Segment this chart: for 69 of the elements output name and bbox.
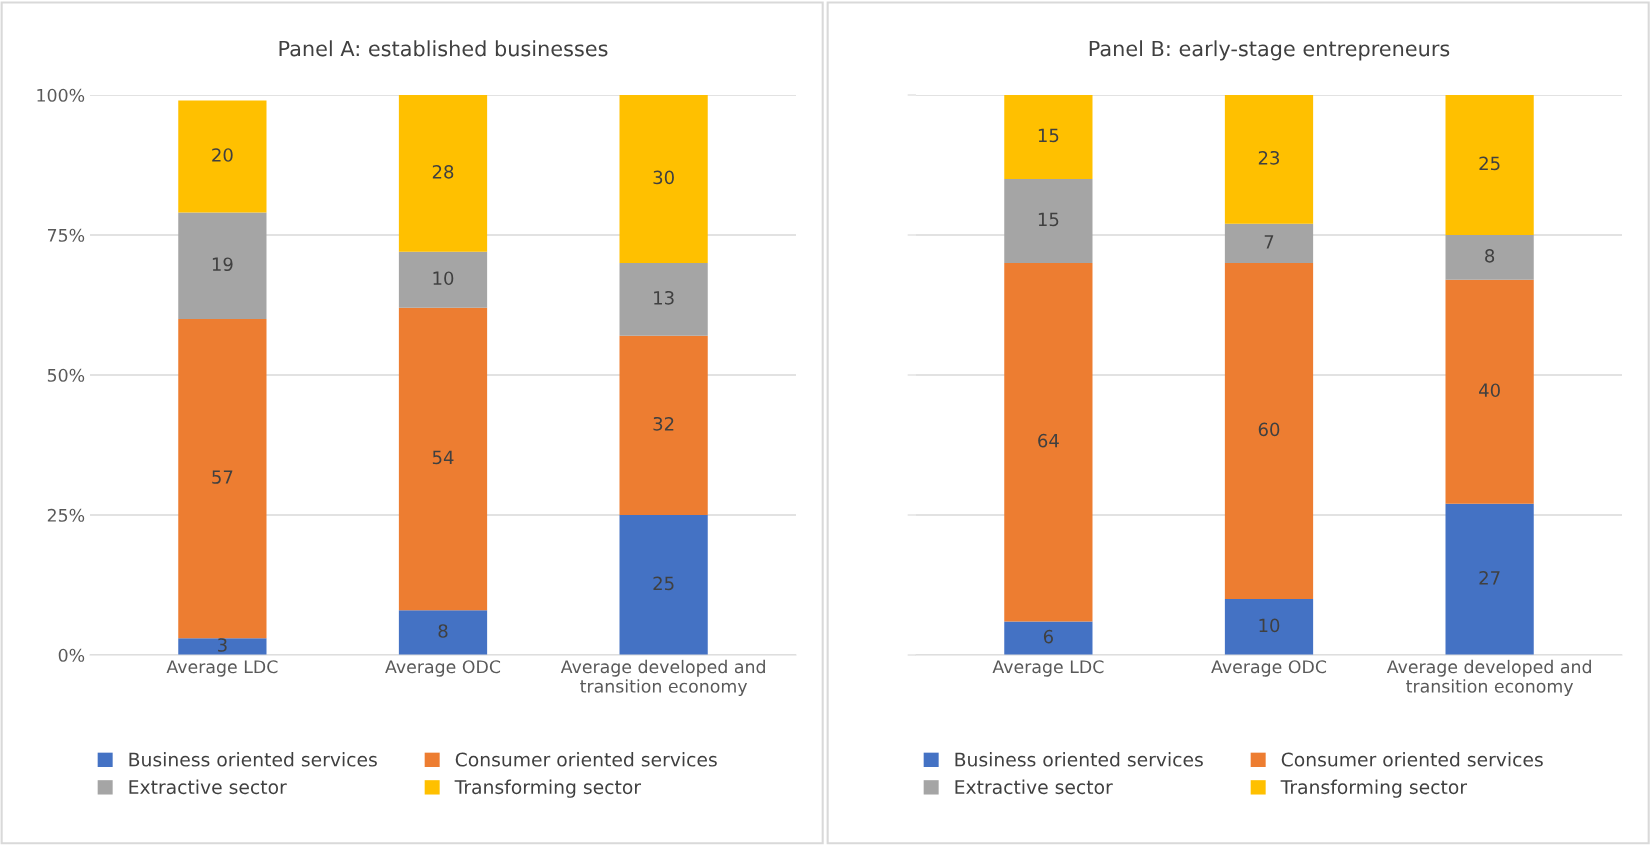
data-label: 23 <box>1258 150 1280 165</box>
legend-label: Consumer oriented services <box>455 752 717 767</box>
bar <box>398 307 488 611</box>
bar <box>1224 263 1314 599</box>
y-tick-label: 25% <box>47 508 85 522</box>
legend-label: Transforming sector <box>454 779 642 798</box>
x-tick-label: Average developed and transition economy <box>560 659 765 697</box>
bar <box>178 319 267 639</box>
chart-title: Panel A: established businesses <box>279 40 608 57</box>
data-label: 8 <box>438 624 448 638</box>
bar <box>178 100 267 213</box>
bar <box>1004 621 1093 655</box>
bar <box>1445 279 1534 504</box>
chart-title: Panel B: early-stage entrepreneurs <box>1089 40 1450 61</box>
x-tick-label: Average ODC <box>1211 660 1327 677</box>
x-tick-label: Average ODC <box>385 660 501 677</box>
bar <box>1445 235 1534 280</box>
data-label: 32 <box>653 416 674 431</box>
legend-label: Business oriented services <box>955 752 1203 767</box>
y-tick-label: 100% <box>37 88 85 102</box>
legend-label: Consumer oriented services <box>1281 752 1543 767</box>
data-label: 15 <box>1038 212 1059 227</box>
bar <box>619 335 708 515</box>
x-tick-label: Average LDC <box>166 660 278 677</box>
data-label: 13 <box>654 290 674 305</box>
data-label: 54 <box>432 450 454 465</box>
data-label: 8 <box>1485 248 1495 263</box>
bar <box>1004 95 1093 179</box>
bar <box>619 263 708 336</box>
x-tick-label: Average LDC <box>992 660 1104 677</box>
bar <box>178 212 267 319</box>
data-label: 6 <box>1043 629 1053 644</box>
bar <box>1004 179 1093 263</box>
data-label: 20 <box>212 148 233 162</box>
data-label: 28 <box>432 164 454 179</box>
data-label: 64 <box>1038 433 1059 448</box>
data-label: 60 <box>1258 422 1280 437</box>
bar <box>398 95 488 252</box>
legend-label: Transforming sector <box>1280 779 1468 798</box>
bar <box>398 610 488 655</box>
bar <box>619 95 708 263</box>
data-label: 30 <box>653 170 674 185</box>
data-label: 19 <box>212 257 233 272</box>
data-label: 25 <box>1479 156 1500 171</box>
bar <box>619 515 708 655</box>
y-tick-label: 0% <box>58 648 85 662</box>
y-tick-label: 50% <box>47 368 85 382</box>
data-label: 40 <box>1479 383 1500 398</box>
x-tick-label: Average developed and transition economy <box>1386 659 1591 697</box>
data-label: 25 <box>653 576 674 591</box>
bar <box>1004 263 1093 622</box>
data-label: 57 <box>212 470 233 484</box>
data-label: 10 <box>1259 618 1280 633</box>
bar <box>1224 223 1314 263</box>
y-tick-label: 75% <box>47 228 85 242</box>
legend-label: Extractive sector <box>129 779 287 795</box>
bar <box>1224 599 1314 655</box>
legend-label: Business oriented services <box>129 752 377 767</box>
bar <box>1445 503 1534 655</box>
data-label: 10 <box>433 271 454 286</box>
data-label: 7 <box>1264 235 1274 249</box>
data-label: 27 <box>1479 570 1500 585</box>
data-label: 3 <box>218 638 227 652</box>
bar <box>1224 95 1314 224</box>
data-label: 15 <box>1038 128 1059 143</box>
legend-label: Extractive sector <box>955 779 1113 795</box>
bar <box>178 638 267 655</box>
bar <box>1445 95 1534 235</box>
bar <box>398 251 488 308</box>
